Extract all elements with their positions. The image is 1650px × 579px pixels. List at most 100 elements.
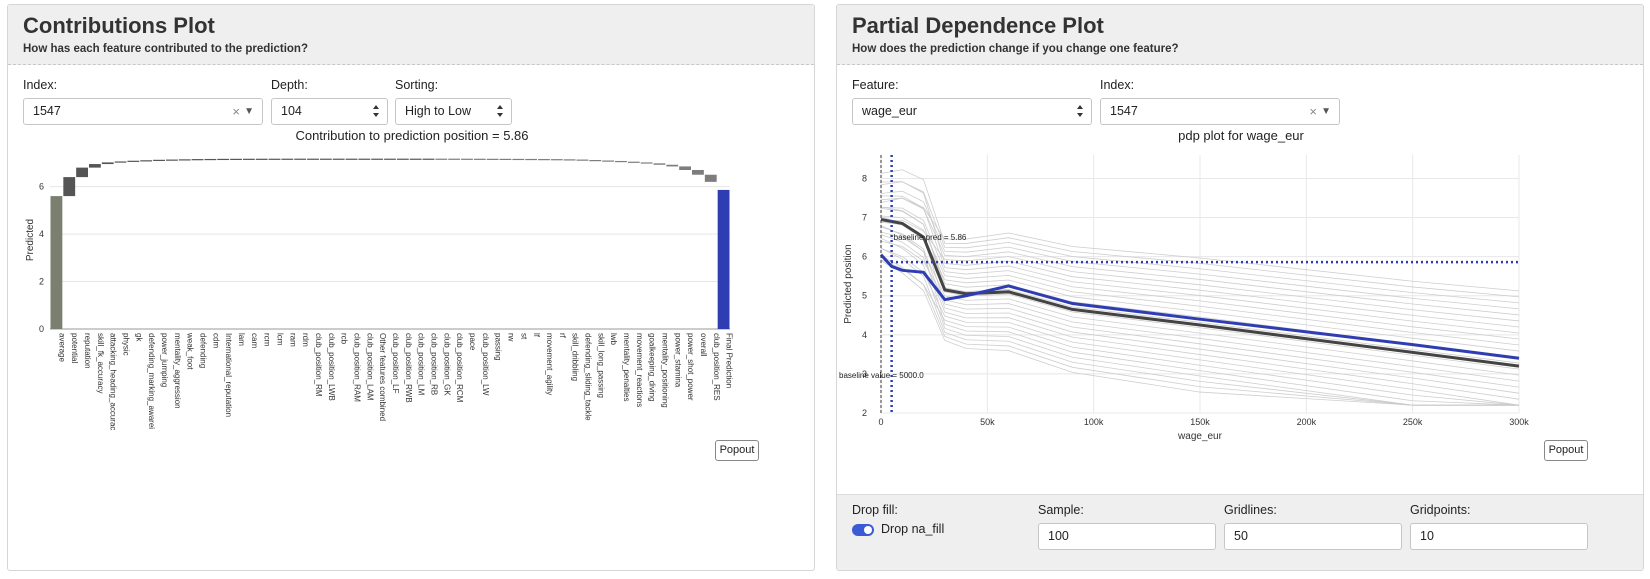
- x-tick-label: Final Prediction: [725, 333, 734, 388]
- sample-label: Sample:: [1038, 503, 1084, 517]
- contribution-bar: [140, 160, 153, 162]
- x-tick-label: power_shot_power: [686, 333, 695, 401]
- x-tick-label: 50k: [980, 417, 995, 427]
- y-tick-label: 2: [862, 408, 867, 418]
- ice-curve: [880, 190, 1520, 310]
- contribution-bar: [319, 158, 332, 160]
- contribution-bar: [358, 158, 371, 160]
- chevron-down-icon[interactable]: ▼: [1321, 106, 1331, 117]
- x-tick-label: overall: [699, 333, 708, 357]
- contributions-chart[interactable]: 0 2 4 6 Predicted average potential reputation s…: [8, 143, 815, 453]
- sample-input[interactable]: 100: [1038, 523, 1216, 550]
- x-tick-label: mentality_penalties: [622, 333, 631, 401]
- index-select[interactable]: 1547 × ▼: [23, 98, 263, 125]
- x-tick-label: cam: [250, 333, 259, 348]
- contributions-card: Contributions Plot How has each feature …: [7, 4, 815, 571]
- x-tick-label: 300k: [1509, 417, 1529, 427]
- contribution-bar: [640, 162, 653, 164]
- pdp-card: Partial Dependence Plot How does the pre…: [836, 4, 1644, 571]
- depth-label: Depth:: [271, 78, 308, 92]
- x-tick-label: club_position_RAM: [353, 333, 362, 402]
- x-tick-label: rw: [506, 333, 515, 342]
- feature-select[interactable]: wage_eur: [852, 98, 1092, 125]
- sorting-select[interactable]: High to Low: [395, 98, 512, 125]
- clear-icon[interactable]: ×: [1309, 104, 1317, 119]
- gridlines-label: Gridlines:: [1224, 503, 1277, 517]
- x-tick-label: club_position_RB: [429, 333, 438, 395]
- y-tick-label: 8: [862, 173, 867, 183]
- sorting-label: Sorting:: [395, 78, 439, 92]
- x-tick-label: power_stamina: [673, 333, 682, 388]
- contribution-bar: [473, 158, 486, 160]
- x-tick-label: Other features combined: [378, 333, 387, 421]
- contribution-bar: [499, 158, 512, 161]
- x-tick-label: rcm: [263, 333, 272, 347]
- gridlines-input[interactable]: 50: [1224, 523, 1402, 550]
- ice-curve: [880, 237, 1519, 406]
- pdp-subtitle: How does the prediction change if you ch…: [852, 43, 1179, 55]
- depth-value: 104: [281, 104, 302, 118]
- ice-curve: [880, 195, 1520, 334]
- pdp-index-value: 1547: [1110, 104, 1138, 118]
- pdp-title: Partial Dependence Plot: [852, 13, 1104, 38]
- contribution-bar: [307, 158, 319, 160]
- x-tick-label: club_position_RES: [712, 333, 721, 401]
- contribution-bar: [204, 158, 217, 161]
- index-value: 1547: [33, 104, 61, 118]
- chevron-down-icon[interactable]: ▼: [244, 106, 254, 117]
- contribution-bar: [563, 159, 576, 161]
- x-tick-label: 250k: [1403, 417, 1423, 427]
- ice-curve: [880, 181, 1520, 304]
- ice-curve: [880, 226, 1520, 394]
- contribution-bar: [448, 158, 461, 160]
- x-tick-label: club_position_RWB: [404, 333, 413, 403]
- x-tick-label: 150k: [1190, 417, 1210, 427]
- contribution-bar: [191, 159, 204, 161]
- contribution-bar: [666, 164, 679, 167]
- ice-curve: [880, 197, 1520, 316]
- contribution-bar: [602, 160, 615, 162]
- x-tick-label: club_position_LW: [481, 333, 490, 396]
- x-tick-label: gk: [134, 333, 143, 342]
- x-tick-label: club_position_LM: [417, 333, 426, 396]
- contribution-bar: [127, 160, 140, 162]
- pdp-index-select[interactable]: 1547 × ▼: [1100, 98, 1340, 125]
- contribution-bar: [589, 160, 602, 162]
- x-tick-label: skill_dribbling: [571, 333, 580, 381]
- pdp-chart[interactable]: 0 50k 100k 150k 200k 250k 300k 2 3 4 5 6 7 8 baseline …: [837, 143, 1644, 448]
- drop-na-fill-label: Drop na_fill: [881, 522, 945, 536]
- clear-icon[interactable]: ×: [232, 104, 240, 119]
- contribution-bar: [230, 158, 242, 160]
- x-tick-label: 200k: [1297, 417, 1317, 427]
- baseline-value-annotation: baseline value = 5000.0: [839, 371, 924, 380]
- gridpoints-input[interactable]: 10: [1410, 523, 1588, 550]
- drop-na-fill-toggle[interactable]: [852, 524, 874, 536]
- x-tick-label: mentality_positioning: [660, 333, 669, 408]
- contribution-bar: [486, 158, 499, 160]
- x-tick-label: International_reputation: [224, 333, 233, 417]
- contribution-bar: [435, 158, 448, 160]
- x-tick-label: mentality_aggression: [173, 333, 182, 409]
- popout-button[interactable]: Popout: [715, 440, 759, 461]
- contribution-bar: [217, 158, 230, 161]
- feature-label: Feature:: [852, 78, 899, 92]
- x-tick-label: club_position_RCM: [455, 333, 464, 403]
- depth-select[interactable]: 104: [271, 98, 388, 125]
- contribution-bar: [704, 174, 717, 182]
- x-tick-label: goalkeeping_diving: [648, 333, 657, 402]
- x-tick-label: cdm: [211, 333, 220, 348]
- ice-curve: [880, 255, 1519, 406]
- contribution-bar: [345, 158, 358, 160]
- updown-arrows-icon: [373, 105, 379, 117]
- contribution-bar: [538, 159, 550, 161]
- pdp-index-label: Index:: [1100, 78, 1135, 92]
- pdp-plot-title: pdp plot for wage_eur: [1178, 128, 1304, 143]
- x-tick-label: club_position_GK: [442, 333, 451, 396]
- pdp-settings-footer: Drop fill: Drop na_fill Sample: 100 Grid…: [837, 494, 1643, 570]
- contribution-bar: [384, 158, 396, 160]
- contributions-title: Contributions Plot: [23, 13, 215, 38]
- contribution-bar: [332, 158, 345, 160]
- contribution-bar: [153, 159, 165, 161]
- contribution-bar: [396, 158, 409, 160]
- pdp-popout-button[interactable]: Popout: [1544, 440, 1588, 461]
